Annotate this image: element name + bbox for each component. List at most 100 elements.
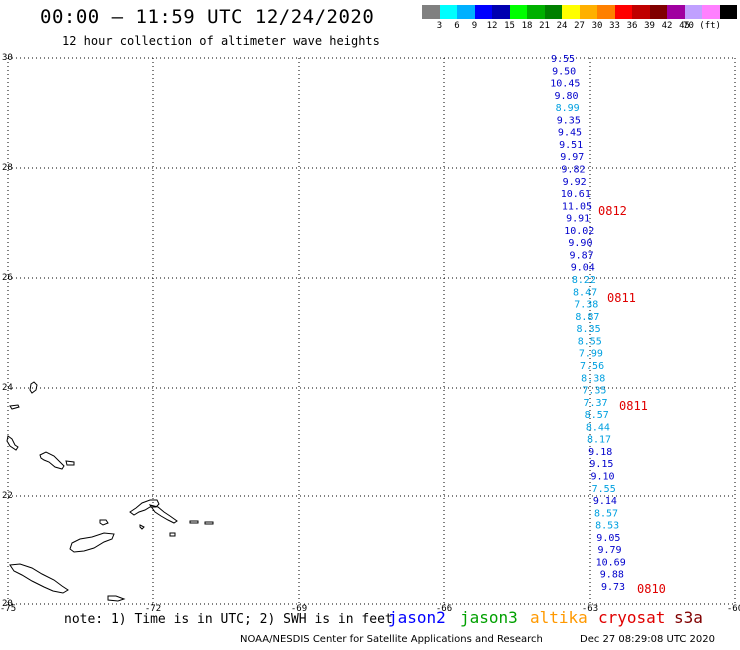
lon-label: -60 [727, 604, 740, 614]
legend-jason2: jason2 [388, 608, 446, 627]
swh-reading: 9.73 [601, 582, 625, 593]
lat-label: 26 [2, 273, 13, 283]
color-swatch [527, 5, 545, 19]
swh-reading: 9.91 [566, 214, 590, 225]
color-scale-tick: 36 [626, 21, 638, 31]
color-scale-tick: 24 [556, 21, 568, 31]
color-swatch [439, 5, 457, 19]
coastline-island [39, 451, 65, 470]
lat-label: 24 [2, 383, 13, 393]
swh-reading: 8.44 [586, 422, 610, 433]
swh-reading: 8.35 [577, 324, 601, 335]
map-title: 00:00 – 11:59 UTC 12/24/2020 [40, 6, 375, 28]
swh-reading: 9.15 [589, 459, 613, 470]
legend-cryosat: cryosat [598, 608, 666, 627]
swh-reading: 9.97 [560, 152, 584, 163]
coastline-island [69, 532, 115, 553]
footer-note: note: 1) Time is in UTC; 2) SWH is in fe… [64, 612, 393, 627]
color-scale-tick: 21 [539, 21, 550, 31]
lat-lon-grid [7, 57, 736, 605]
lat-label: 20 [2, 599, 13, 609]
coastlines [6, 381, 214, 602]
lon-label: -63 [582, 604, 598, 614]
swh-reading: 7.99 [579, 349, 603, 360]
swh-reading: 9.87 [570, 250, 594, 261]
coastline-island [29, 381, 38, 394]
swh-reading: 9.50 [552, 66, 576, 77]
coastline-island [129, 499, 160, 516]
axis-labels: 30 28 26 24 22 20-75 -72 -69 -66 -63 -60 [0, 53, 740, 614]
swh-reading: 9.55 [551, 54, 575, 65]
color-scale-tick: 30 [591, 21, 603, 31]
coastline-island [9, 404, 20, 410]
color-swatch [667, 5, 685, 19]
lon-label: -69 [291, 604, 307, 614]
coastline-island [169, 532, 176, 537]
swh-track: 9.559.50 10.459.808.999.35 9.459.519.97 9.8… [550, 54, 625, 593]
color-swatch [422, 5, 440, 19]
color-scale-tick: 18 [521, 21, 533, 31]
swh-reading: 9.10 [590, 471, 614, 482]
coastline-island [148, 504, 178, 524]
swh-reading: 7.38 [574, 300, 598, 311]
swh-reading: 9.79 [597, 545, 621, 556]
color-swatch [719, 5, 737, 19]
swh-reading: 8.57 [585, 410, 609, 421]
time-stamps: 0812 0811 0811 0810 [598, 204, 666, 596]
swh-reading: 9.88 [600, 570, 624, 581]
lon-label: -75 [0, 604, 16, 614]
color-scale-bar [422, 5, 737, 19]
lon-label: -66 [436, 604, 452, 614]
credit-text: NOAA/NESDIS Center for Satellite Applica… [240, 634, 543, 645]
color-scale-tick: 45 [679, 21, 690, 31]
swh-reading: 8.57 [594, 508, 618, 519]
swh-reading: 9.90 [568, 238, 592, 249]
swh-reading: 8.22 [572, 275, 596, 286]
pass-time-label: 0811 [607, 291, 636, 305]
color-swatch [632, 5, 650, 19]
coastline-island [65, 460, 75, 466]
swh-reading: 8.38 [581, 373, 605, 384]
swh-reading: 9.04 [571, 263, 595, 274]
color-scale-tick: 15 [504, 21, 515, 31]
swh-reading: 9.45 [558, 128, 582, 139]
lat-label: 28 [2, 163, 13, 173]
pass-time-label: 0811 [619, 399, 648, 413]
color-scale-tick: 42 [661, 21, 673, 31]
color-swatch [684, 5, 702, 19]
color-swatch [492, 5, 510, 19]
swh-reading: 8.87 [575, 312, 599, 323]
swh-reading: 7.35 [582, 386, 606, 397]
color-swatch [597, 5, 615, 19]
pass-time-label: 0812 [598, 204, 627, 218]
map-subtitle: 12 hour collection of altimeter wave hei… [62, 34, 380, 48]
color-scale-tick: 33 [609, 21, 620, 31]
swh-reading: 7.37 [584, 398, 608, 409]
swh-reading: 9.80 [554, 91, 578, 102]
pass-time-label: 0810 [637, 582, 666, 596]
swh-reading: 9.51 [559, 140, 583, 151]
legend-altika: altika [530, 608, 588, 627]
swh-reading: 9.35 [557, 115, 581, 126]
color-scale-tick: 39 [644, 21, 655, 31]
color-scale-tick: 9 [471, 21, 478, 31]
swh-reading: 8.17 [587, 435, 611, 446]
color-swatch [509, 5, 527, 19]
color-scale-tick: 70 (ft) [683, 21, 721, 31]
color-swatch [614, 5, 632, 19]
swh-reading: 10.45 [550, 79, 580, 90]
lon-label: -72 [145, 604, 161, 614]
coastline-island [204, 521, 214, 525]
coastline-island [189, 520, 199, 524]
swh-reading: 8.47 [573, 287, 597, 298]
coastline-island [9, 563, 69, 594]
swh-reading: 7.55 [592, 484, 616, 495]
swh-reading: 7.56 [580, 361, 604, 372]
color-swatch [649, 5, 667, 19]
color-scale-tick: 6 [454, 21, 460, 31]
color-swatch [544, 5, 562, 19]
color-scale-tick: 3 [436, 21, 443, 31]
swh-reading: 8.53 [595, 521, 619, 532]
swh-reading: 9.14 [593, 496, 617, 507]
